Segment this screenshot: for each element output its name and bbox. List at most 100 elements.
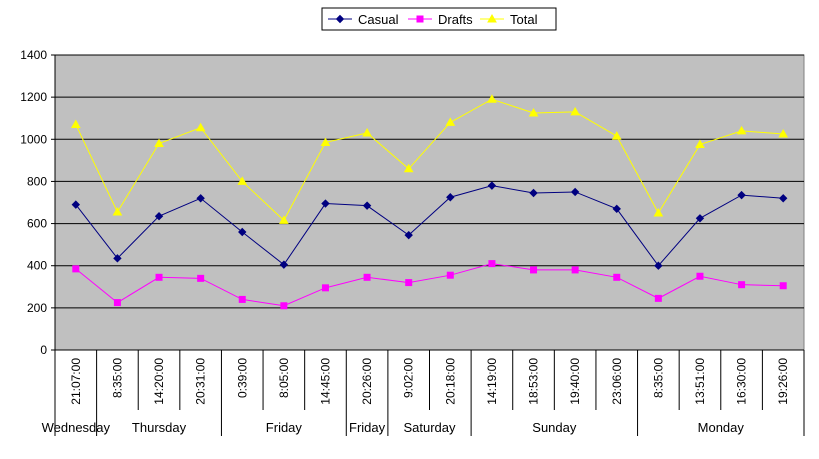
data-point-total	[570, 106, 581, 116]
data-point-drafts	[197, 274, 205, 282]
data-point-drafts	[113, 299, 121, 307]
data-point-total	[237, 176, 248, 185]
data-point-total	[362, 127, 372, 137]
x-tick-label: 19:40:00	[568, 358, 582, 405]
data-point-total	[154, 138, 164, 147]
x-tick-label: 14:20:00	[152, 358, 166, 405]
data-point-casual	[113, 254, 122, 263]
x-tick-label: 20:26:00	[360, 358, 374, 405]
data-point-drafts	[405, 279, 413, 287]
data-point-total	[778, 129, 789, 138]
legend-label: Drafts	[438, 12, 473, 27]
day-group-label: Monday	[698, 420, 745, 435]
data-point-casual	[321, 199, 330, 208]
data-point-casual	[362, 201, 372, 210]
legend-swatch-marker	[487, 13, 497, 23]
x-tick-label: 19:26:00	[776, 358, 790, 405]
data-point-casual	[654, 261, 663, 270]
x-tick-label: 13:51:00	[693, 358, 707, 405]
data-point-total	[528, 107, 539, 117]
y-tick-label: 1000	[20, 132, 47, 146]
data-point-drafts	[738, 281, 746, 289]
data-point-drafts	[571, 266, 579, 274]
data-point-casual	[154, 211, 164, 221]
data-point-casual	[695, 214, 705, 223]
day-group-label: Wednesday	[42, 420, 111, 435]
series-line-casual	[75, 185, 784, 267]
x-tick-label: 20:31:00	[194, 358, 208, 405]
data-point-casual	[570, 187, 580, 197]
y-tick-label: 1200	[20, 90, 47, 104]
day-group-label: Friday	[349, 420, 386, 435]
data-point-drafts	[696, 272, 704, 280]
day-group-label: Saturday	[403, 420, 456, 435]
series-drafts	[72, 260, 787, 310]
legend-swatch-marker	[335, 14, 345, 24]
data-point-total	[653, 208, 664, 217]
data-point-drafts	[321, 284, 329, 292]
series-layer	[70, 94, 789, 310]
legend-label: Casual	[358, 12, 399, 27]
data-point-drafts	[654, 294, 662, 302]
y-tick-label: 200	[27, 301, 47, 315]
series-casual	[71, 181, 788, 270]
data-point-casual	[778, 194, 788, 203]
legend-item-drafts: Drafts	[408, 12, 473, 27]
x-tick-label: 8:35:00	[651, 358, 665, 398]
data-point-total	[403, 163, 414, 173]
x-axis: 21:07:00 8:35:00 14:20:00 20:31:00 0:39:00 8:…	[42, 349, 805, 436]
data-point-total	[112, 206, 123, 216]
data-point-casual	[238, 227, 247, 237]
y-tick-label: 400	[27, 259, 47, 273]
data-point-casual	[612, 204, 621, 214]
series-line-drafts	[75, 263, 784, 307]
x-tick-label: 0:39:00	[235, 358, 249, 398]
y-tick-label: 0	[40, 343, 47, 357]
data-point-casual	[279, 260, 289, 269]
data-point-total	[445, 117, 456, 126]
data-point-casual	[737, 190, 746, 200]
series-line-total	[75, 98, 784, 222]
plot-background	[54, 54, 805, 351]
data-point-casual	[529, 188, 538, 198]
y-tick-label: 600	[27, 217, 47, 231]
data-point-total	[736, 125, 747, 135]
x-tick-label: 18:53:00	[527, 358, 541, 405]
data-point-total	[195, 122, 206, 132]
x-tick-label: 8:05:00	[277, 358, 291, 398]
data-point-drafts	[779, 282, 787, 290]
legend-box	[321, 7, 557, 31]
legend-item-casual: Casual	[328, 12, 399, 27]
data-point-casual	[404, 230, 413, 240]
data-point-casual	[487, 181, 497, 190]
data-point-drafts	[488, 260, 496, 268]
x-tick-label: 16:30:00	[735, 358, 749, 405]
legend-swatch-marker	[416, 15, 424, 23]
data-point-total	[70, 119, 81, 129]
data-point-casual	[446, 193, 455, 202]
x-tick-label: 23:06:00	[610, 358, 624, 405]
series-total	[70, 94, 789, 224]
data-point-drafts	[446, 271, 454, 279]
y-tick-label: 800	[27, 174, 47, 188]
data-point-total	[611, 131, 622, 140]
y-axis: 0 200 400 600 800 1000 1200 1400	[20, 48, 56, 357]
day-group-label: Sunday	[532, 420, 577, 435]
x-tick-label: 20:18:00	[443, 358, 457, 405]
data-point-total	[695, 139, 705, 149]
data-point-drafts	[238, 295, 246, 303]
plot-area	[54, 54, 805, 351]
day-group-label: Friday	[266, 420, 303, 435]
legend-item-total: Total	[480, 12, 538, 27]
data-point-total	[278, 215, 289, 224]
day-group-label: Thursday	[132, 420, 187, 435]
data-point-drafts	[613, 273, 621, 281]
x-tick-label: 9:02:00	[402, 358, 416, 398]
data-point-drafts	[155, 273, 163, 281]
legend-label: Total	[510, 12, 538, 27]
x-tick-label: 21:07:00	[69, 358, 83, 405]
x-tick-label: 8:35:00	[110, 358, 124, 398]
data-point-casual	[196, 194, 205, 203]
